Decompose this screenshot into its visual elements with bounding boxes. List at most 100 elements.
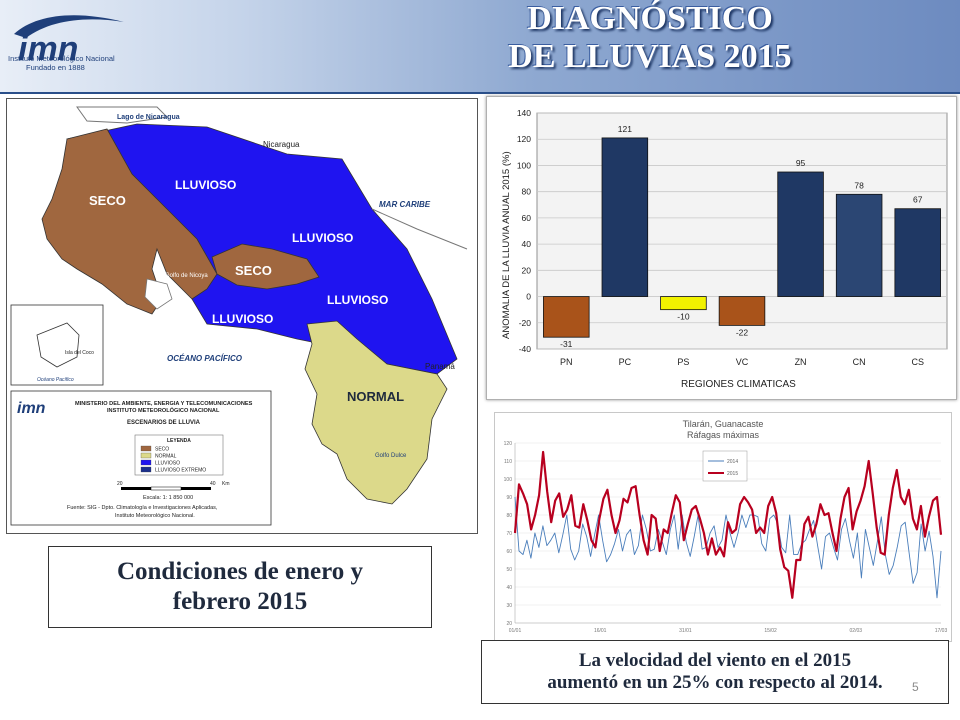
label-lago: Lago de Nicaragua <box>117 114 180 121</box>
scale-unit: Km <box>222 481 230 487</box>
line-ytick-label-1: 30 <box>506 603 512 609</box>
label-golfo-nicoya: Golfo de Nicoya <box>165 273 208 279</box>
logo-swoosh-icon <box>14 15 124 38</box>
info-ministry-line2: INSTITUTO METEOROLÓGICO NACIONAL <box>107 406 220 414</box>
bar-ZN <box>777 171 824 297</box>
legend-label-2: LLUVIOSO <box>155 461 180 467</box>
bar-ytick-label-0: -40 <box>519 344 532 354</box>
nicoya-peninsula <box>144 278 173 310</box>
bar-PS <box>660 296 707 311</box>
label-golfo-dulce: Golfo Dulce <box>375 453 407 459</box>
label-lluvioso-4: LLUVIOSO <box>212 312 273 326</box>
bar-CS <box>894 208 941 297</box>
caption-right: La velocidad del viento en el 2015 aumen… <box>481 640 949 704</box>
seco-region-central <box>211 243 320 290</box>
scale-text: Escala: 1: 1 850 000 <box>143 495 193 501</box>
bar-ytick-label-2: 0 <box>526 292 531 302</box>
wind-gust-line-chart: Tilarán, Guanacaste Ráfagas máximas 20 30… <box>504 419 948 634</box>
normal-region <box>304 320 448 505</box>
logo-caption: Instituto Meteorológico Nacional Fundado… <box>8 54 115 72</box>
bar-value-label-PN: -31 <box>560 339 573 349</box>
logo-wordmark: imn <box>18 30 78 68</box>
bar-ytick-label-1: -20 <box>519 318 532 328</box>
bar-PN <box>543 296 590 338</box>
header-banner: imn Instituto Meteorológico Nacional Fun… <box>0 0 960 94</box>
line-ytick-label-0: 20 <box>506 621 512 627</box>
page-title-line2: DE LLUVIAS 2015 <box>508 38 792 75</box>
line-chart-subtitle: Ráfagas máximas <box>687 430 760 440</box>
caption-right-line2: aumentó en un 25% con respecto al 2014. <box>547 672 883 693</box>
logo-caption-line2: Fundado en 1888 <box>26 63 85 72</box>
legend-swatch-3 <box>140 466 152 473</box>
line-ytick-label-3: 50 <box>506 567 512 573</box>
slide-number: 5 <box>912 680 919 694</box>
legend-label-0: SECO <box>155 447 169 453</box>
line-xtick-label-3: 15/02 <box>764 628 777 634</box>
line-xtick-label-4: 02/03 <box>850 628 863 634</box>
bar-ytick-label-7: 100 <box>517 160 531 170</box>
bar-value-label-PC: 121 <box>618 124 632 134</box>
line-ytick-label-6: 80 <box>506 513 512 519</box>
line-chart-legend: 2014 2015 <box>702 450 748 482</box>
source-line1: Fuente: SIG - Dpto. Climatología e Inves… <box>67 505 218 511</box>
label-oceano: OCÉANO PACÍFICO <box>167 354 243 363</box>
bar-ytick-label-3: 20 <box>522 265 532 275</box>
bar-value-label-VC: -22 <box>736 327 749 337</box>
line-ytick-label-9: 110 <box>504 459 512 465</box>
scale-right: 40 <box>210 481 216 487</box>
bar-xtick-label-VC: VC <box>736 357 749 367</box>
bar-xtick-label-PS: PS <box>677 357 689 367</box>
label-lluvioso-2: LLUVIOSO <box>292 231 353 245</box>
scale-left: 20 <box>117 481 123 487</box>
caption-left-text: Condiciones de enero y febrero 2015 <box>116 558 364 615</box>
imn-logo: imn <box>14 15 124 68</box>
inset-island-shape <box>36 322 80 368</box>
info-scenario: ESCENARIOS DE LLUVIA <box>127 420 201 426</box>
bar-VC <box>718 296 766 326</box>
line-chart-title: Tilarán, Guanacaste <box>683 419 764 429</box>
bar-CN <box>835 193 883 297</box>
line-ytick-label-5: 70 <box>506 531 512 537</box>
lake-shape <box>76 106 169 124</box>
caption-right-line1: La velocidad del viento en el 2015 <box>578 650 852 671</box>
line-xtick-label-5: 17/03 <box>935 628 948 634</box>
anomaly-bar-chart: -40 -20 0 20 40 60 80 100 120 140 -31 121 -10 -22 95 7… <box>501 108 948 390</box>
line-legend-box <box>702 450 748 482</box>
logo-caption-line1: Instituto Meteorológico Nacional <box>8 54 115 63</box>
label-panama: Panamá <box>425 362 455 371</box>
label-nicaragua: Nicaragua <box>263 140 300 149</box>
info-ministry-line1: MINISTERIO DEL AMBIENTE, ENERGIA Y TELEC… <box>75 401 253 407</box>
bar-ytick-label-8: 120 <box>517 134 531 144</box>
bar-ytick-label-6: 80 <box>522 187 532 197</box>
legend-label-3: LLUVIOSO EXTREMO <box>155 468 206 474</box>
legend-label-1: NORMAL <box>155 454 177 460</box>
legend-title: LEYENDA <box>167 438 191 444</box>
line-xtick-label-2: 31/01 <box>679 628 692 634</box>
coast-line <box>371 208 468 250</box>
bar-xtick-label-CS: CS <box>911 357 924 367</box>
bar-ytick-label-9: 140 <box>517 108 531 118</box>
legend-swatch-0 <box>140 445 152 452</box>
anomaly-bar-chart-panel: -40 -20 0 20 40 60 80 100 120 140 -31 121 -10 -22 95 7… <box>486 96 957 400</box>
label-mar-caribe: MAR CARIBE <box>379 200 431 209</box>
legend-swatch-1 <box>140 452 152 459</box>
label-seco-1: SECO <box>89 193 126 208</box>
bar-chart-ylabel: ANOMALIA DE LA LLUVIA ANUAL 2015 (%) <box>501 151 512 339</box>
rainfall-scenario-map: Lago de Nicaragua Nicaragua MAR CARIBE O… <box>6 98 478 534</box>
label-oceano-small: Océano Pacífico <box>37 377 74 383</box>
line-series-2015 <box>513 450 943 599</box>
bar-ytick-label-4: 40 <box>522 239 532 249</box>
bar-xtick-label-PC: PC <box>619 357 632 367</box>
line-xtick-label-1: 16/01 <box>594 628 607 634</box>
line-xtick-label-0: 01/01 <box>509 628 522 634</box>
bar-PC <box>601 137 649 297</box>
bar-xtick-label-CN: CN <box>853 357 866 367</box>
info-logo: imn <box>17 400 46 417</box>
line-legend-label-2014: 2014 <box>727 459 738 465</box>
bar-xtick-label-ZN: ZN <box>795 357 807 367</box>
line-ytick-label-2: 40 <box>506 585 512 591</box>
bar-value-label-CN: 78 <box>854 180 864 190</box>
legend-swatch-2 <box>140 459 152 466</box>
label-lluvioso-3: LLUVIOSO <box>327 293 388 307</box>
